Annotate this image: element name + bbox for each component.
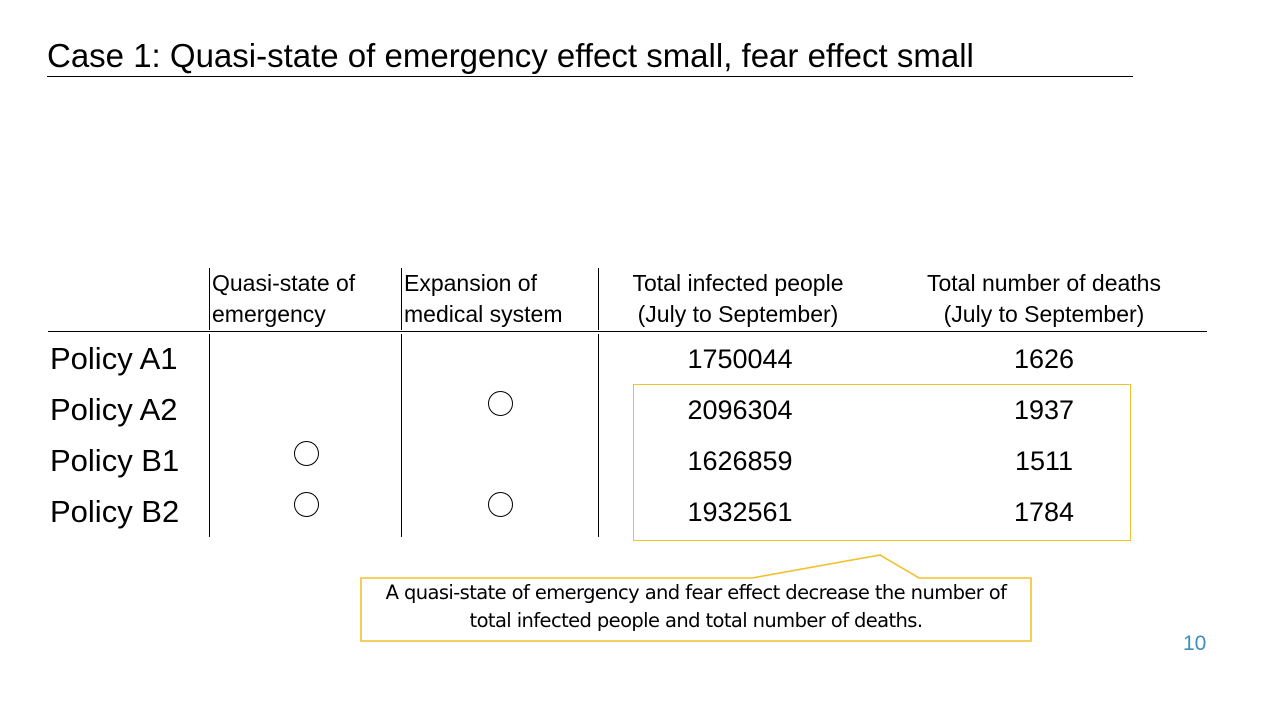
callout-text: A quasi-state of emergency and fear effe…	[362, 579, 1030, 641]
header-total-infected-line1: Total infected people	[632, 270, 844, 296]
infected-policy-a2: 2096304	[687, 395, 793, 425]
deaths-policy-b2: 1784	[1013, 497, 1075, 527]
header-total-deaths-line2: (July to September)	[943, 301, 1145, 327]
circle-mark-icon	[488, 492, 513, 517]
row-label-policy-b1: Policy B1	[50, 443, 180, 478]
deaths-policy-a1: 1626	[1013, 344, 1075, 374]
column-divider	[401, 334, 402, 537]
row-label-policy-a1: Policy A1	[50, 341, 178, 376]
header-quasi-state-line1: Quasi-state of	[212, 270, 356, 296]
results-highlight-box	[633, 384, 1131, 541]
infected-policy-b1: 1626859	[687, 446, 793, 476]
column-divider	[209, 334, 210, 537]
callout-line1: A quasi-state of emergency and fear effe…	[385, 581, 1007, 604]
column-divider	[598, 334, 599, 537]
circle-mark-icon	[488, 391, 513, 416]
header-medical-expansion: Expansion of medical system	[404, 268, 562, 330]
deaths-policy-b1: 1511	[1014, 446, 1074, 476]
circle-mark-icon	[294, 441, 319, 466]
header-total-infected-line2: (July to September)	[637, 301, 839, 327]
header-total-deaths-line1: Total number of deaths	[927, 270, 1161, 296]
header-divider	[48, 331, 1207, 332]
column-divider	[401, 268, 402, 330]
row-label-policy-b2: Policy B2	[50, 494, 180, 529]
callout-line2: total infected people and total number o…	[469, 609, 924, 632]
header-quasi-state-line2: emergency	[212, 301, 326, 327]
header-total-infected: Total infected people (July to September…	[600, 268, 876, 330]
header-total-deaths: Total number of deaths (July to Septembe…	[890, 268, 1198, 330]
deaths-policy-a2: 1937	[1013, 395, 1075, 425]
circle-mark-icon	[294, 492, 319, 517]
header-quasi-state: Quasi-state of emergency	[212, 268, 355, 330]
column-divider	[598, 268, 599, 330]
slide-title: Case 1: Quasi-state of emergency effect …	[47, 36, 1133, 77]
column-divider	[209, 268, 210, 330]
infected-policy-a1: 1750044	[687, 344, 793, 374]
infected-policy-b2: 1932561	[687, 497, 793, 527]
header-medical-expansion-line2: medical system	[404, 301, 563, 327]
page-number: 10	[1183, 632, 1207, 655]
header-medical-expansion-line1: Expansion of	[404, 270, 537, 296]
row-label-policy-a2: Policy A2	[50, 392, 178, 427]
